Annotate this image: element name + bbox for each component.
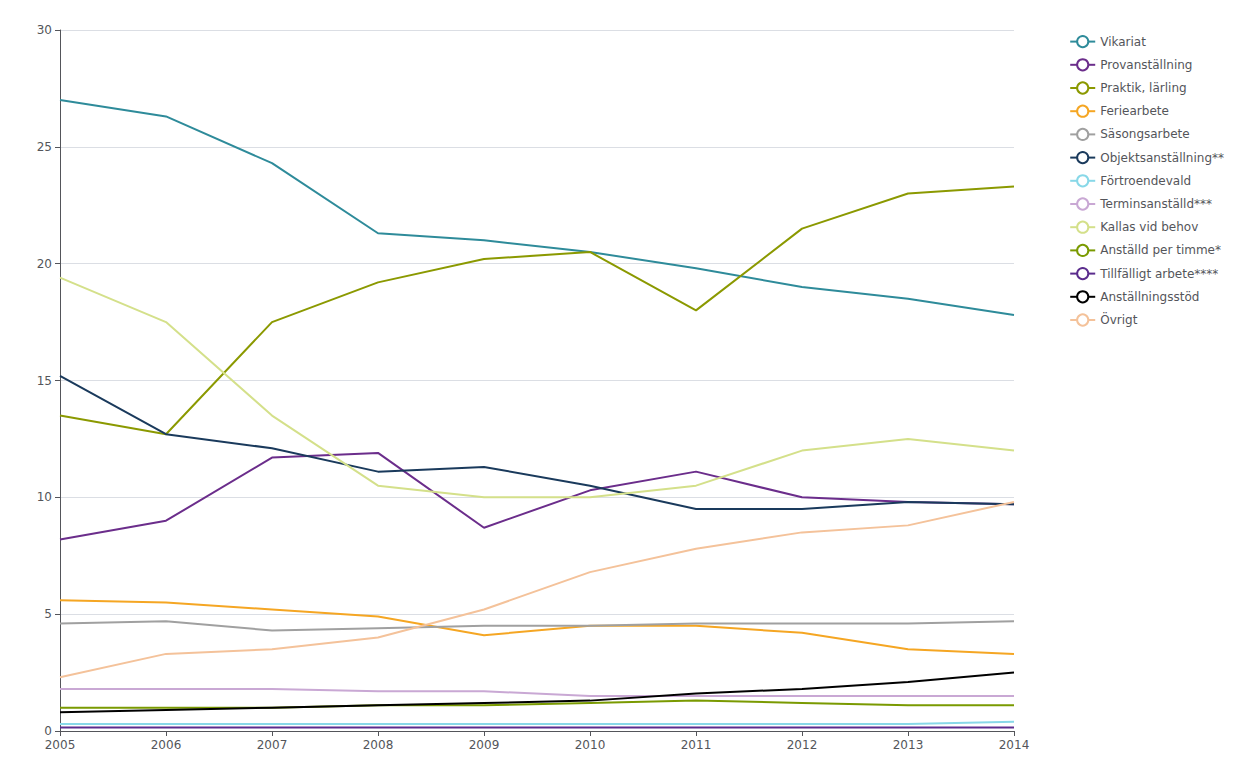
svg-text:25: 25 bbox=[37, 140, 52, 154]
svg-text:Praktik, lärling: Praktik, lärling bbox=[1100, 81, 1186, 95]
svg-text:Provanställning: Provanställning bbox=[1100, 58, 1192, 72]
svg-text:Vikariat: Vikariat bbox=[1100, 35, 1146, 49]
svg-text:Anställd per timme*: Anställd per timme* bbox=[1100, 243, 1221, 257]
svg-text:Kallas vid behov: Kallas vid behov bbox=[1100, 220, 1198, 234]
svg-text:Övrigt: Övrigt bbox=[1100, 311, 1137, 327]
svg-text:2007: 2007 bbox=[257, 738, 288, 752]
svg-text:5: 5 bbox=[44, 607, 52, 621]
svg-text:20: 20 bbox=[37, 257, 52, 271]
svg-text:10: 10 bbox=[37, 490, 52, 504]
svg-text:2006: 2006 bbox=[151, 738, 182, 752]
svg-text:Anställningsstöd: Anställningsstöd bbox=[1100, 290, 1199, 304]
svg-text:Feriearbete: Feriearbete bbox=[1100, 104, 1169, 118]
svg-text:2009: 2009 bbox=[469, 738, 500, 752]
svg-text:Terminsanställd***: Terminsanställd*** bbox=[1099, 197, 1212, 211]
svg-text:2011: 2011 bbox=[681, 738, 712, 752]
svg-text:Förtroendevald: Förtroendevald bbox=[1100, 174, 1191, 188]
svg-text:Objektsanställning**: Objektsanställning** bbox=[1100, 151, 1224, 165]
svg-text:Tillfälligt arbete****: Tillfälligt arbete**** bbox=[1099, 267, 1218, 281]
svg-text:2008: 2008 bbox=[363, 738, 394, 752]
svg-text:2014: 2014 bbox=[999, 738, 1030, 752]
svg-text:2013: 2013 bbox=[893, 738, 924, 752]
svg-text:30: 30 bbox=[37, 23, 52, 37]
svg-text:Säsongsarbete: Säsongsarbete bbox=[1100, 127, 1189, 141]
svg-text:0: 0 bbox=[44, 724, 52, 738]
svg-text:2010: 2010 bbox=[575, 738, 606, 752]
svg-text:15: 15 bbox=[37, 374, 52, 388]
svg-text:2012: 2012 bbox=[787, 738, 818, 752]
svg-text:2005: 2005 bbox=[45, 738, 76, 752]
